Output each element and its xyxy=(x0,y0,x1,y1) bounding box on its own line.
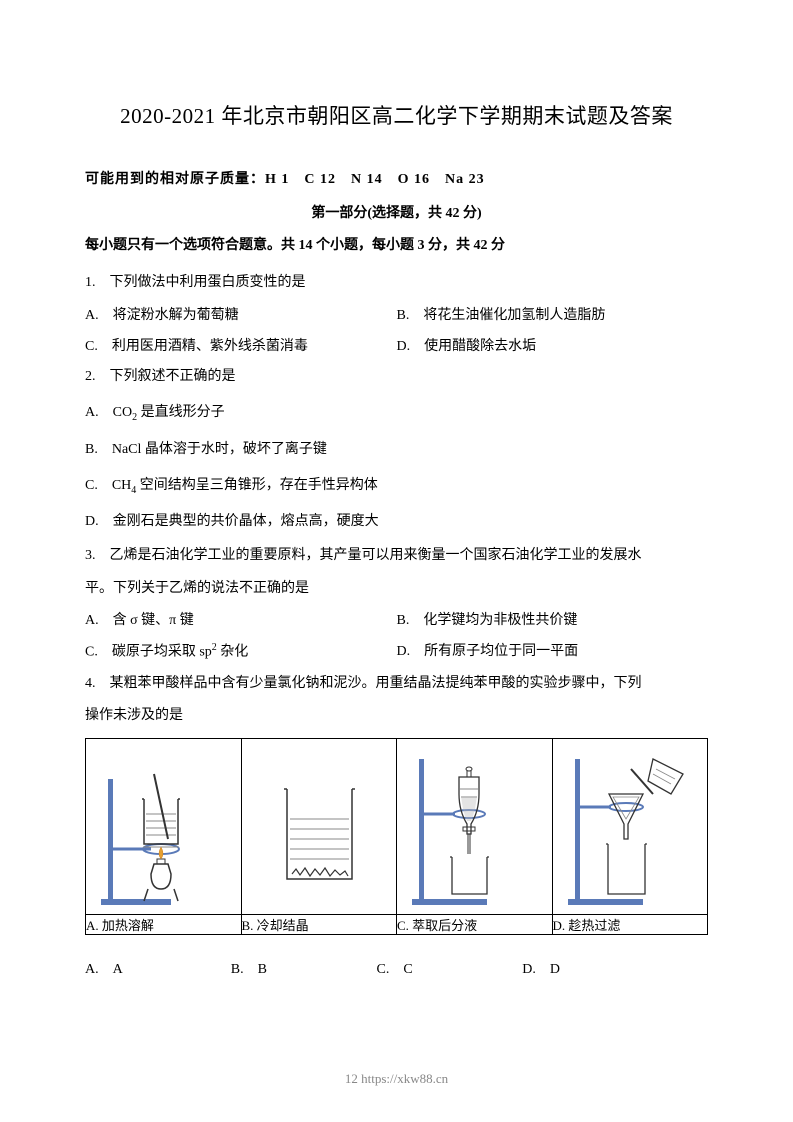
atomic-mass-info: 可能用到的相对原子质量：H 1 C 12 N 14 O 16 Na 23 xyxy=(85,168,708,188)
q1-option-a: A. 将淀粉水解为葡萄糖 xyxy=(85,301,397,332)
question-4-answers: A. A B. B C. C D. D xyxy=(85,955,708,986)
q2-option-b: B. NaCl 晶体溶于水时，破坏了离子键 xyxy=(85,432,708,468)
part-header: 第一部分(选择题，共 42 分) xyxy=(85,202,708,222)
q3-option-b: B. 化学键均为非极性共价键 xyxy=(397,606,709,637)
question-1-options-cd: C. 利用医用酒精、紫外线杀菌消毒 D. 使用醋酸除去水垢 xyxy=(85,332,708,363)
heating-dissolve-icon xyxy=(86,739,240,914)
diagram-table: A. 加热溶解 B. 冷却结晶 C. 萃取后分液 D. 趁热过滤 xyxy=(85,738,708,935)
question-3-options-ab: A. 含 σ 键、π 键 B. 化学键均为非极性共价键 xyxy=(85,606,708,637)
q3-option-d: D. 所有原子均位于同一平面 xyxy=(397,637,709,668)
q4-answer-b: B. B xyxy=(231,955,377,986)
hot-filtration-icon xyxy=(553,739,707,914)
q2-option-c: C. CH4 空间结构呈三角锥形，存在手性异构体 xyxy=(85,468,708,504)
diagram-c-label: C. 萃取后分液 xyxy=(397,915,553,935)
page-title: 2020-2021 年北京市朝阳区高二化学下学期期末试题及答案 xyxy=(85,100,708,130)
question-4-stem-2: 操作未涉及的是 xyxy=(85,701,708,732)
question-3-stem-1: 3. 乙烯是石油化学工业的重要原料，其产量可以用来衡量一个国家石油化学工业的发展… xyxy=(85,541,708,572)
q2-option-a: A. CO2 是直线形分子 xyxy=(85,395,708,431)
diagram-c-cell xyxy=(397,739,553,915)
instruction: 每小题只有一个选项符合题意。共 14 个小题，每小题 3 分，共 42 分 xyxy=(85,234,708,254)
q1-option-c: C. 利用医用酒精、紫外线杀菌消毒 xyxy=(85,332,397,363)
q2-option-d: D. 金刚石是典型的共价晶体，熔点高，硬度大 xyxy=(85,504,708,540)
question-2-stem: 2. 下列叙述不正确的是 xyxy=(85,362,708,393)
q4-answer-c: C. C xyxy=(377,955,523,986)
diagram-a-label: A. 加热溶解 xyxy=(86,915,242,935)
question-1-options-ab: A. 将淀粉水解为葡萄糖 B. 将花生油催化加氢制人造脂肪 xyxy=(85,301,708,332)
question-3-options-cd: C. 碳原子均采取 sp2 杂化 D. 所有原子均位于同一平面 xyxy=(85,637,708,668)
q1-option-d: D. 使用醋酸除去水垢 xyxy=(397,332,709,363)
question-1-stem: 1. 下列做法中利用蛋白质变性的是 xyxy=(85,268,708,299)
cooling-crystallize-icon xyxy=(242,739,396,914)
diagram-d-cell xyxy=(552,739,708,915)
question-3-stem-2: 平。下列关于乙烯的说法不正确的是 xyxy=(85,574,708,605)
page-footer: 12 https://xkw88.cn xyxy=(0,1071,793,1087)
diagram-d-label: D. 趁热过滤 xyxy=(552,915,708,935)
extraction-separation-icon xyxy=(397,739,551,914)
q3-option-a: A. 含 σ 键、π 键 xyxy=(85,606,397,637)
diagram-b-label: B. 冷却结晶 xyxy=(241,915,397,935)
q4-answer-a: A. A xyxy=(85,955,231,986)
diagram-a-cell xyxy=(86,739,242,915)
q3-option-c: C. 碳原子均采取 sp2 杂化 xyxy=(85,637,397,668)
diagram-b-cell xyxy=(241,739,397,915)
q1-option-b: B. 将花生油催化加氢制人造脂肪 xyxy=(397,301,709,332)
question-4-stem-1: 4. 某粗苯甲酸样品中含有少量氯化钠和泥沙。用重结晶法提纯苯甲酸的实验步骤中，下… xyxy=(85,669,708,700)
q4-answer-d: D. D xyxy=(522,955,668,986)
